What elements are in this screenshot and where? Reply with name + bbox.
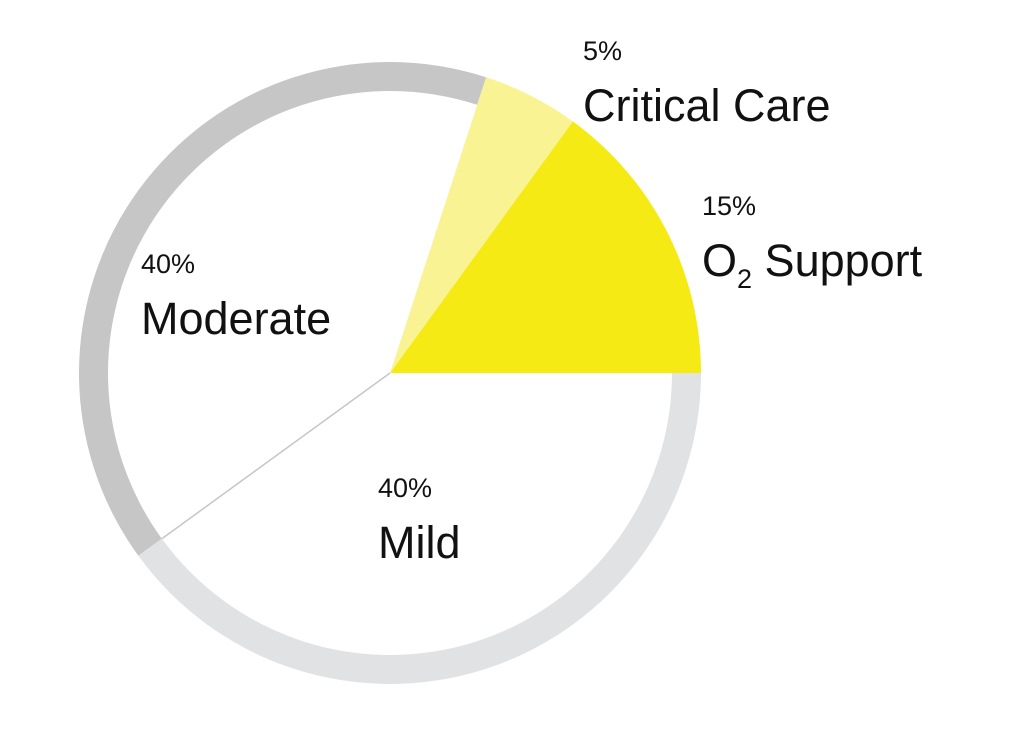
pie-slice-moderate [79,62,487,556]
slice-label-mild: Mild [378,517,461,568]
percent-label-critical-care: 5% [583,36,622,66]
percent-label-mild: 40% [378,473,432,503]
slice-label-critical-care: Critical Care [583,80,831,131]
labels-layer: 15% O2 Support 5% Critical Care 40% Moderate 4… [141,36,923,568]
pie-slice-fill-o2-support [390,121,701,373]
pie-slice-mild [138,373,701,684]
slice-label-o2-support: O2 Support [702,235,923,294]
pie-slice-fill-critical-care [390,77,573,373]
slices-layer [79,62,701,684]
pie-slice-fill-moderate [79,62,487,556]
slice-label-moderate: Moderate [141,293,331,344]
percent-label-moderate: 40% [141,249,195,279]
pie-slice-o2-support [390,121,701,373]
pie-slice-ring-moderate [79,62,487,556]
percent-label-o2-support: 15% [702,191,756,221]
pie-slice-ring-mild [138,373,701,684]
slice-divider-line [161,372,391,540]
pie-slice-critical-care [390,77,573,373]
